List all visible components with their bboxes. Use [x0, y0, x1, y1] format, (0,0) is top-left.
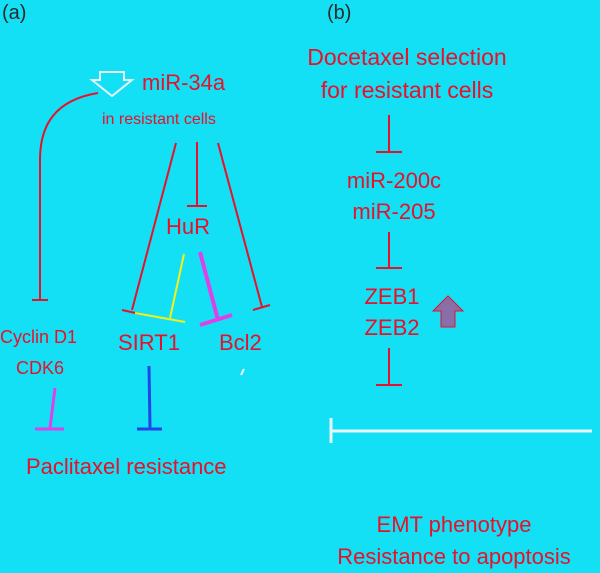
- bcl2-label: Bcl2: [219, 330, 262, 355]
- mir34a-label: miR-34a: [142, 70, 226, 95]
- yellow-bar-sirt1: [134, 312, 186, 323]
- filled-up-arrow-icon: [431, 295, 465, 328]
- mir200c-label: miR-200c: [347, 168, 441, 193]
- bcl2-fragment-mark: [240, 368, 245, 376]
- resistant-cells-label: for resistant cells: [321, 77, 494, 103]
- inhibit-line-mir34a-bcl2: [217, 142, 263, 308]
- hur-label: HuR: [166, 214, 210, 239]
- zeb1-label: ZEB1: [364, 284, 419, 309]
- panel-b-label: (b): [327, 2, 351, 24]
- zeb2-label: ZEB2: [364, 315, 419, 340]
- docetaxel-selection-label: Docetaxel selection: [307, 44, 506, 70]
- inhibit-bar-bcl2: [252, 304, 271, 311]
- paclitaxel-resistance-label: Paclitaxel resistance: [26, 454, 227, 479]
- mir205-label: miR-205: [352, 199, 435, 224]
- yellow-line-hur-sirt1: [169, 253, 185, 319]
- sirt1-label: SIRT1: [118, 330, 180, 355]
- resistance-apoptosis-label: Resistance to apoptosis: [337, 544, 571, 569]
- emt-phenotype-label: EMT phenotype: [377, 512, 532, 537]
- blue-line-sirt1-paclitaxel: [147, 365, 152, 429]
- magenta-line-hur-bcl2: [198, 251, 220, 321]
- hollow-down-arrow-icon: [89, 71, 135, 98]
- cyclind1-label: Cyclin D1: [0, 327, 77, 347]
- inhibit-line-mir34a-sirt1: [131, 142, 177, 311]
- magenta-line-cdk6-paclitaxel: [48, 387, 57, 429]
- panel-a-label: (a): [2, 2, 26, 24]
- inhibit-line-mir34a-cyclind1: [39, 92, 99, 300]
- magenta-bar-bcl2: [199, 313, 233, 327]
- cdk6-label: CDK6: [16, 358, 64, 378]
- mir34a-context-label: in resistant cells: [102, 111, 216, 128]
